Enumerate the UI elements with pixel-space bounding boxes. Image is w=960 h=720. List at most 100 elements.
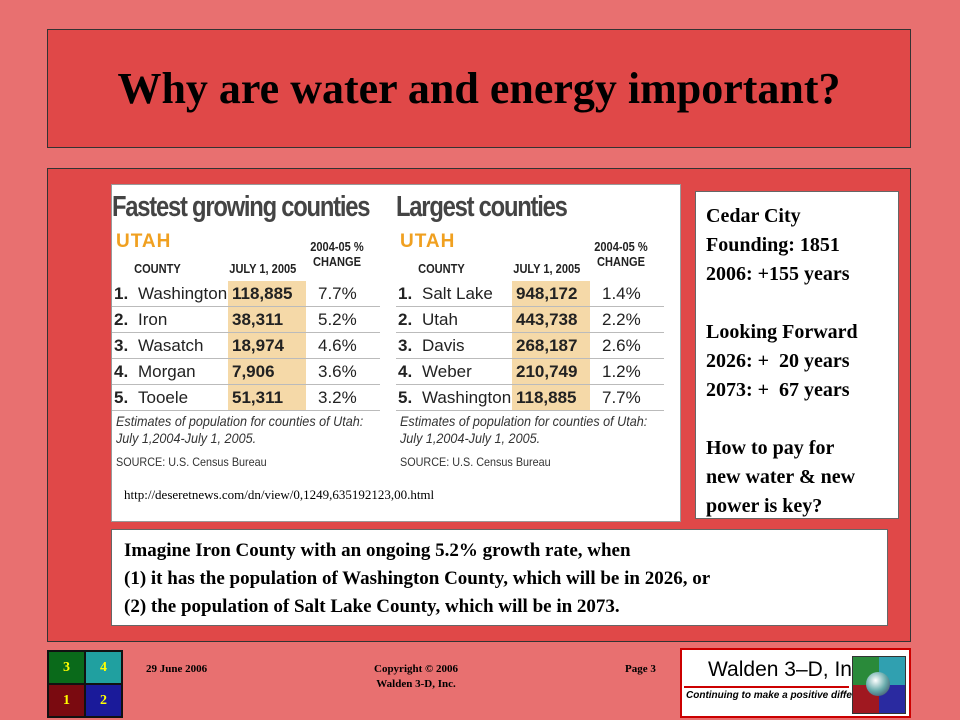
table-note: Estimates of population for counties of … — [400, 413, 647, 447]
timeline-line: 2006: +155 years — [706, 263, 850, 285]
table-heading: Largest counties — [396, 191, 568, 223]
newspaper-clipping: Fastest growing counties UTAH 2004-05 % … — [111, 184, 681, 522]
population: 443,738 — [512, 307, 590, 332]
logo-number: 3 — [49, 652, 84, 683]
logo-number: 1 — [49, 685, 84, 716]
county-name: Washington — [422, 388, 512, 407]
timeline-line: new water & new — [706, 466, 856, 488]
note-line: Estimates of population for counties of … — [400, 413, 648, 429]
timeline-line: power is key? — [706, 495, 823, 517]
company-name: Walden 3–D, Inc. — [708, 658, 869, 681]
scenario-line: Imagine Iron County with an ongoing 5.2%… — [124, 540, 631, 561]
county-name: Davis — [422, 336, 465, 355]
state-label: UTAH — [116, 231, 172, 252]
globe-icon — [866, 672, 890, 696]
timeline-spacer — [706, 405, 888, 434]
state-label: UTAH — [400, 231, 456, 252]
table-row: 5. Washington 118,885 7.7% — [396, 385, 664, 411]
footer-date: 29 June 2006 — [146, 663, 208, 675]
rank: 5. — [398, 388, 413, 407]
timeline-line: Looking Forward — [706, 321, 858, 343]
county-name: Washington — [138, 284, 228, 303]
footer-copyright: Copyright © 2006 Walden 3-D, Inc. — [356, 663, 476, 690]
county-column-header: COUNTY — [134, 261, 181, 276]
county-column-header: COUNTY — [418, 261, 465, 276]
company-tagline: Continuing to make a positive difference… — [686, 690, 882, 701]
company-logo-box: Walden 3–D, Inc. Continuing to make a po… — [680, 648, 911, 718]
table-row: 3. Davis 268,187 2.6% — [396, 333, 664, 359]
rank: 2. — [398, 310, 413, 329]
table-heading: Fastest growing counties — [112, 191, 370, 223]
table-row: 1. Salt Lake 948,172 1.4% — [396, 281, 664, 307]
note-line: July 1,2004-July 1, 2005. — [116, 430, 257, 446]
pct-change-heading: 2004-05 % CHANGE — [310, 239, 364, 269]
rank: 5. — [114, 388, 129, 407]
note-line: Estimates of population for counties of … — [116, 413, 364, 429]
table-row: 5. Tooele 51,311 3.2% — [112, 385, 380, 411]
rank: 2. — [114, 310, 129, 329]
scenario-line: (2) the population of Salt Lake County, … — [124, 596, 620, 617]
rank: 1. — [398, 284, 413, 303]
population: 18,974 — [228, 333, 306, 358]
quadrant-logo: 3 4 1 2 — [47, 650, 123, 718]
logo-number: 4 — [86, 652, 121, 683]
timeline-line: 2026: + 20 years — [706, 350, 850, 372]
rank: 4. — [114, 362, 129, 381]
pct-change: 3.2% — [318, 388, 357, 407]
table-note: Estimates of population for counties of … — [116, 413, 363, 447]
note-line: July 1,2004-July 1, 2005. — [400, 430, 541, 446]
timeline-box: Cedar City Founding: 1851 2006: +155 yea… — [695, 191, 899, 519]
table-row: 2. Iron 38,311 5.2% — [112, 307, 380, 333]
county-name: Salt Lake — [422, 284, 493, 303]
table-row: 4. Weber 210,749 1.2% — [396, 359, 664, 385]
table-row: 3. Wasatch 18,974 4.6% — [112, 333, 380, 359]
population: 7,906 — [228, 359, 306, 384]
copyright-line: Walden 3-D, Inc. — [376, 678, 456, 690]
rank: 3. — [398, 336, 413, 355]
slide-title: Why are water and energy important? — [117, 64, 841, 113]
date-column-header: JULY 1, 2005 — [229, 261, 297, 276]
pct-change-heading: 2004-05 % CHANGE — [594, 239, 648, 269]
timeline-line: Founding: 1851 — [706, 234, 840, 256]
pct-change: 7.7% — [602, 388, 641, 407]
fastest-growing-table: Fastest growing counties UTAH 2004-05 % … — [112, 185, 380, 469]
table-row: 4. Morgan 7,906 3.6% — [112, 359, 380, 385]
table-row: 1. Washington 118,885 7.7% — [112, 281, 380, 307]
page-number: Page 3 — [625, 663, 656, 675]
population: 51,311 — [228, 385, 306, 410]
source-url: http://deseretnews.com/dn/view/0,1249,63… — [124, 487, 435, 502]
table-row: 2. Utah 443,738 2.2% — [396, 307, 664, 333]
source-credit: SOURCE: U.S. Census Bureau — [116, 455, 267, 469]
pct-change: 2.6% — [602, 336, 641, 355]
county-name: Iron — [138, 310, 168, 329]
county-name: Tooele — [138, 388, 189, 407]
population: 948,172 — [512, 281, 590, 306]
county-name: Morgan — [138, 362, 196, 381]
copyright-line: Copyright © 2006 — [374, 663, 458, 675]
pct-change: 3.6% — [318, 362, 357, 381]
pct-change: 1.4% — [602, 284, 641, 303]
county-name: Wasatch — [138, 336, 204, 355]
title-box: Why are water and energy important? — [47, 29, 911, 148]
pct-change: 1.2% — [602, 362, 641, 381]
population: 118,885 — [228, 281, 306, 306]
largest-counties-table: Largest counties UTAH 2004-05 % CHANGE C… — [396, 185, 664, 469]
scenario-line: (1) it has the population of Washington … — [124, 568, 711, 589]
rank: 1. — [114, 284, 129, 303]
timeline-spacer — [706, 289, 888, 318]
pct-change: 4.6% — [318, 336, 357, 355]
population: 210,749 — [512, 359, 590, 384]
scenario-box: Imagine Iron County with an ongoing 5.2%… — [111, 529, 888, 626]
pct-change: 2.2% — [602, 310, 641, 329]
rank: 3. — [114, 336, 129, 355]
logo-number: 2 — [86, 685, 121, 716]
pct-change: 5.2% — [318, 310, 357, 329]
population: 118,885 — [512, 385, 590, 410]
rank: 4. — [398, 362, 413, 381]
population: 38,311 — [228, 307, 306, 332]
date-column-header: JULY 1, 2005 — [513, 261, 581, 276]
population: 268,187 — [512, 333, 590, 358]
county-name: Weber — [422, 362, 472, 381]
county-name: Utah — [422, 310, 458, 329]
pct-change: 7.7% — [318, 284, 357, 303]
